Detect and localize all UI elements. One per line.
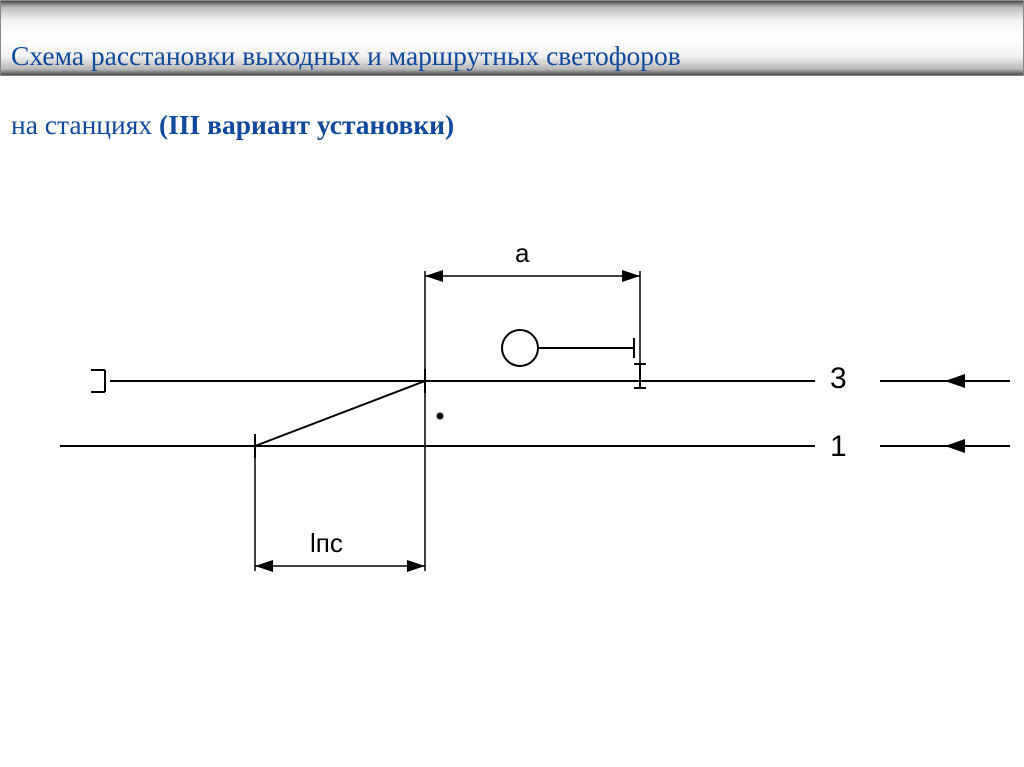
diagram: 3 1 a lпс <box>0 76 1024 767</box>
track-end-bracket <box>91 370 105 392</box>
title-line1: Схема расстановки выходных и маршрутных … <box>11 40 681 71</box>
diagram-svg <box>0 76 1024 767</box>
dimension-a <box>425 270 640 369</box>
direction-arrow-upper <box>880 374 1010 388</box>
switch-diagonal <box>255 381 425 446</box>
title-bar: Схема расстановки выходных и маршрутных … <box>0 0 1024 76</box>
track-label-1: 1 <box>830 432 847 462</box>
track-label-3: 3 <box>830 364 847 394</box>
dim-label-a: a <box>515 238 529 269</box>
dim-label-lpc: lпс <box>310 528 343 559</box>
joint-upper-right <box>634 364 646 388</box>
signal-symbol <box>502 330 634 366</box>
direction-arrow-lower <box>880 439 1010 453</box>
fouling-point <box>437 413 444 420</box>
